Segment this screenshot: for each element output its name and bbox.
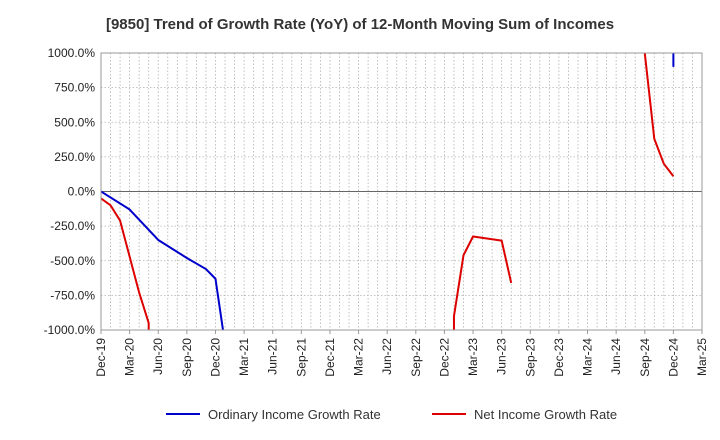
x-tick-label: Mar-22 bbox=[352, 338, 366, 376]
x-tick-label: Sep-23 bbox=[523, 338, 537, 377]
x-tick-label: Dec-23 bbox=[552, 338, 566, 377]
x-tick-label: Mar-20 bbox=[123, 338, 137, 376]
x-tick-label: Jun-20 bbox=[151, 338, 165, 375]
y-tick-label: -1000.0% bbox=[44, 323, 96, 337]
y-tick-label: 500.0% bbox=[54, 115, 95, 129]
x-tick-label: Dec-21 bbox=[323, 338, 337, 377]
plot-border bbox=[100, 52, 703, 331]
x-axis: Dec-19 Mar-20 Jun-20 Sep-20 Dec-20 Mar-21 Jun-… bbox=[94, 330, 709, 377]
chart-title: [9850] Trend of Growth Rate (YoY) of 12-… bbox=[106, 16, 614, 33]
y-tick-label: 0.0% bbox=[68, 185, 96, 199]
x-tick-label: Dec-20 bbox=[208, 338, 222, 377]
x-tick-label: Mar-25 bbox=[695, 338, 709, 376]
x-tick-label: Sep-21 bbox=[294, 338, 308, 377]
x-tick-label: Jun-24 bbox=[609, 338, 623, 375]
x-tick-label: Mar-23 bbox=[466, 338, 480, 376]
series-line-net-income bbox=[452, 235, 513, 330]
grid bbox=[100, 52, 703, 331]
legend-label: Net Income Growth Rate bbox=[474, 407, 617, 422]
x-tick-label: Mar-21 bbox=[237, 338, 251, 376]
y-tick-label: 1000.0% bbox=[48, 46, 96, 60]
y-axis: 1000.0% 750.0% 500.0% 250.0% 0.0% -250.0% -500… bbox=[44, 46, 96, 337]
y-tick-label: -250.0% bbox=[50, 219, 95, 233]
x-tick-label: Jun-23 bbox=[495, 338, 509, 375]
x-tick-label: Sep-20 bbox=[180, 338, 194, 377]
y-tick-label: -750.0% bbox=[50, 288, 95, 302]
x-tick-label: Dec-24 bbox=[666, 338, 680, 377]
x-tick-label: Mar-24 bbox=[581, 338, 595, 376]
y-tick-label: 750.0% bbox=[54, 81, 95, 95]
legend-label: Ordinary Income Growth Rate bbox=[208, 407, 381, 422]
x-tick-label: Sep-22 bbox=[409, 338, 423, 377]
x-tick-label: Dec-22 bbox=[437, 338, 451, 377]
plot-lines bbox=[101, 53, 675, 330]
legend: Ordinary Income Growth Rate Net Income Gr… bbox=[166, 407, 617, 422]
x-tick-label: Sep-24 bbox=[638, 338, 652, 377]
y-tick-label: -500.0% bbox=[50, 254, 95, 268]
series-line-net-income bbox=[643, 53, 675, 177]
x-tick-label: Jun-21 bbox=[266, 338, 280, 375]
x-tick-label: Dec-19 bbox=[94, 338, 108, 377]
y-tick-label: 250.0% bbox=[54, 150, 95, 164]
x-tick-label: Jun-22 bbox=[380, 338, 394, 375]
series-line-ordinary-income bbox=[101, 190, 224, 330]
series-line-net-income bbox=[101, 197, 150, 330]
